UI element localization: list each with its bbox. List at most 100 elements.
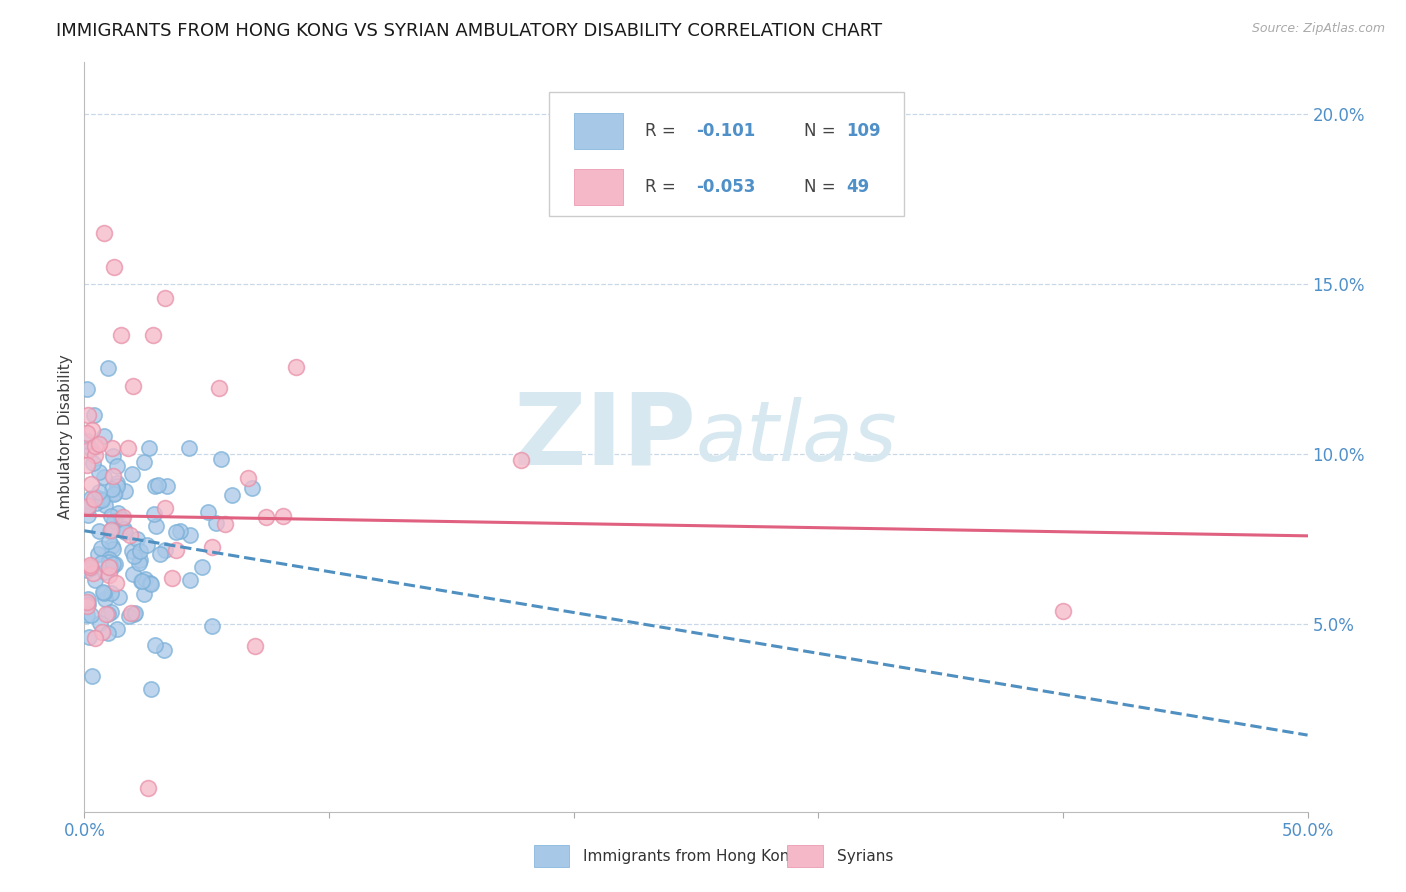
Point: [121, 467, 143, 482]
Point: [84, 439, 107, 453]
Bar: [574, 113, 623, 149]
Point: [156, 479, 179, 493]
Point: [105, 576, 128, 591]
Point: [284, 359, 307, 374]
Point: [93, 586, 115, 600]
Point: [146, 477, 169, 491]
Text: -0.101: -0.101: [696, 122, 755, 140]
Point: [136, 538, 159, 552]
Point: [242, 481, 264, 495]
Point: [142, 327, 165, 342]
Point: [93, 565, 115, 579]
Point: [112, 510, 135, 524]
Point: [197, 505, 219, 519]
Point: [84, 496, 107, 510]
Point: [510, 453, 533, 467]
Point: [205, 516, 228, 531]
Bar: [574, 169, 623, 205]
Point: [201, 619, 224, 633]
Point: [87, 465, 110, 479]
Point: [97, 568, 120, 582]
Point: [165, 524, 187, 539]
Point: [118, 528, 141, 542]
Point: [97, 560, 120, 574]
Point: [153, 501, 176, 516]
Text: R =: R =: [644, 122, 681, 140]
Point: [103, 487, 125, 501]
Point: [94, 498, 117, 512]
Point: [125, 533, 148, 547]
Point: [84, 491, 107, 505]
Point: [79, 442, 101, 456]
Point: [89, 615, 111, 630]
Point: [138, 441, 160, 455]
Point: [136, 780, 159, 795]
Point: [100, 585, 122, 599]
Point: [214, 516, 236, 531]
Point: [118, 608, 141, 623]
Point: [90, 625, 112, 640]
Text: R =: R =: [644, 178, 681, 195]
Point: [79, 558, 101, 572]
Point: [177, 442, 200, 456]
Point: [124, 607, 146, 621]
Point: [80, 423, 103, 437]
Point: [179, 573, 201, 587]
Point: [84, 448, 107, 462]
Point: [139, 577, 162, 591]
Point: [103, 514, 125, 528]
Text: Source: ZipAtlas.com: Source: ZipAtlas.com: [1251, 22, 1385, 36]
Point: [165, 542, 187, 557]
Point: [77, 630, 100, 644]
Point: [120, 606, 142, 620]
Point: [273, 508, 295, 523]
Point: [89, 437, 111, 451]
FancyBboxPatch shape: [550, 93, 904, 216]
Point: [90, 541, 112, 555]
Point: [76, 508, 98, 522]
Point: [82, 668, 104, 682]
Point: [179, 528, 201, 542]
Point: [100, 560, 122, 574]
Point: [93, 470, 115, 484]
Point: [82, 566, 104, 581]
Point: [103, 260, 125, 274]
Point: [100, 482, 122, 496]
Point: [100, 605, 122, 619]
Point: [80, 608, 103, 623]
Point: [104, 558, 127, 572]
Point: [76, 500, 98, 515]
Point: [76, 592, 98, 607]
Point: [76, 599, 98, 613]
Point: [162, 571, 184, 585]
Point: [105, 479, 128, 493]
Text: 109: 109: [846, 122, 882, 140]
Point: [201, 541, 224, 555]
Point: [105, 459, 128, 474]
Text: -0.053: -0.053: [696, 178, 755, 195]
Point: [76, 434, 98, 448]
Point: [129, 574, 152, 589]
Point: [243, 639, 266, 653]
Text: Immigrants from Hong Kong: Immigrants from Hong Kong: [583, 849, 800, 863]
Point: [143, 638, 166, 652]
Point: [105, 622, 128, 636]
Point: [145, 518, 167, 533]
Point: [82, 456, 104, 470]
Point: [97, 361, 120, 376]
Text: IMMIGRANTS FROM HONG KONG VS SYRIAN AMBULATORY DISABILITY CORRELATION CHART: IMMIGRANTS FROM HONG KONG VS SYRIAN AMBU…: [56, 22, 883, 40]
Point: [76, 563, 98, 577]
Text: 49: 49: [846, 178, 870, 195]
Point: [143, 479, 166, 493]
Point: [93, 226, 115, 240]
Point: [84, 631, 107, 645]
Text: Syrians: Syrians: [837, 849, 893, 863]
Point: [134, 572, 156, 586]
Point: [77, 443, 100, 458]
Point: [191, 559, 214, 574]
Point: [93, 428, 115, 442]
Point: [101, 450, 124, 464]
Point: [129, 553, 152, 567]
Point: [236, 471, 259, 485]
Point: [80, 476, 103, 491]
